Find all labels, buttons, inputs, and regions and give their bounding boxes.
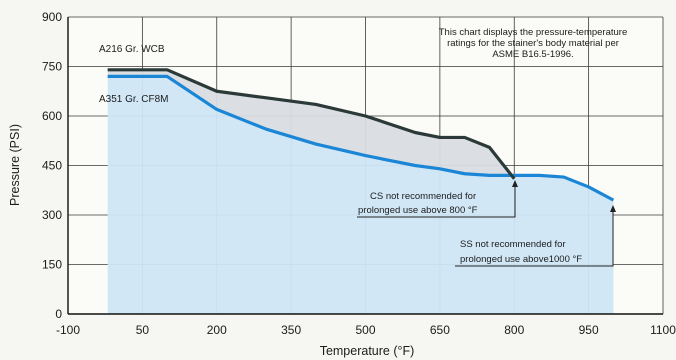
y-tick-label-150: 150 (42, 258, 62, 272)
x-tick-label-350: 350 (281, 323, 301, 337)
cs-note-line-1: CS not recommended for (370, 191, 476, 202)
tick-labels: 0 150 300 450 600 750 900 -100 50 200 350 500 650 800… (42, 10, 676, 337)
y-tick-label-300: 300 (42, 208, 62, 222)
axes (67, 17, 663, 315)
y-tick-label-450: 450 (42, 159, 62, 173)
line-cf8m (107, 74, 615, 202)
x-tick-label-650: 650 (430, 323, 450, 337)
cs-note-line-2: prolonged use above 800 °F (358, 205, 478, 216)
x-tick-label-200: 200 (207, 323, 227, 337)
cs-note-arrowhead (512, 180, 518, 187)
header-note-line-2: ratings for the stainer's body material … (447, 38, 619, 49)
ss-note-arrowhead (610, 205, 616, 212)
ss-note-bracket (455, 208, 614, 267)
ss-note-line-1: SS not recommended for (460, 239, 566, 250)
area-wcb (107, 69, 515, 179)
y-tick-label-600: 600 (42, 109, 62, 123)
x-tick-label--100: -100 (56, 323, 80, 337)
cs-note-bracket (357, 183, 516, 218)
line-wcb (107, 68, 516, 180)
ss-note-line-2: prolonged use above1000 °F (460, 254, 582, 265)
header-note: This chart displays the pressure-tempera… (439, 27, 628, 60)
header-note-line-3: ASME B16.5-1996. (492, 49, 573, 60)
x-tick-label-950: 950 (579, 323, 599, 337)
x-tick-label-50: 50 (136, 323, 150, 337)
y-tick-label-750: 750 (42, 60, 62, 74)
x-tick-label-1100: 1100 (650, 323, 676, 337)
area-cf8m (107, 76, 614, 315)
x-tick-label-800: 800 (504, 323, 524, 337)
series-label-wcb: A216 Gr. WCB (99, 44, 165, 55)
header-note-line-1: This chart displays the pressure-tempera… (439, 27, 628, 38)
cs-note: CS not recommended for prolonged use abo… (357, 180, 518, 218)
series-lines (107, 68, 615, 202)
y-axis-label: Pressure (PSI) (8, 124, 22, 206)
y-tick-label-0: 0 (55, 307, 62, 321)
x-tick-label-500: 500 (355, 323, 375, 337)
series-label-cf8m: A351 Gr. CF8M (99, 94, 168, 105)
x-axis-label: Temperature (°F) (320, 344, 415, 358)
y-tick-label-900: 900 (42, 10, 62, 24)
ss-note: SS not recommended for prolonged use abo… (455, 205, 616, 267)
series-areas (107, 69, 614, 315)
